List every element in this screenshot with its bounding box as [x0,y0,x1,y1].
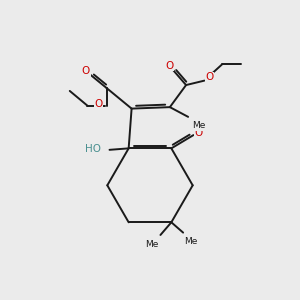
Text: Me: Me [145,240,158,249]
Text: Me: Me [192,121,206,130]
Text: O: O [165,61,173,70]
Text: HO: HO [85,144,101,154]
Text: O: O [94,99,103,109]
Text: O: O [82,66,90,76]
Text: Me: Me [184,237,198,246]
Text: O: O [206,72,214,82]
Text: O: O [195,128,203,138]
